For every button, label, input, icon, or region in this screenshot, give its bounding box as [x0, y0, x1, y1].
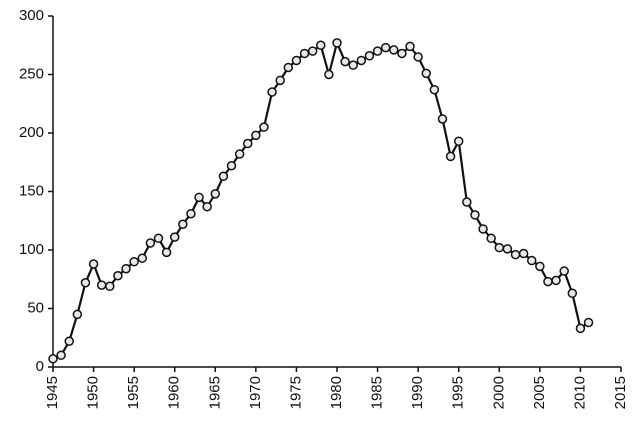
marker	[453, 136, 464, 146]
marker	[129, 256, 139, 267]
marker	[502, 244, 513, 254]
x-tick-label: 1950	[85, 376, 102, 409]
marker	[202, 201, 212, 212]
marker	[421, 68, 432, 79]
marker	[559, 266, 569, 276]
marker	[80, 278, 91, 288]
marker	[194, 192, 204, 203]
marker	[283, 62, 294, 73]
marker	[437, 114, 448, 124]
marker	[462, 197, 472, 207]
x-tick-label: 1970	[247, 376, 264, 409]
y-tick-label: 300	[19, 7, 44, 24]
marker	[210, 189, 221, 199]
marker	[340, 56, 350, 67]
marker	[478, 224, 488, 234]
marker	[575, 323, 586, 334]
marker	[113, 270, 123, 281]
marker	[307, 46, 318, 56]
x-tick-label: 1980	[328, 376, 345, 409]
marker	[535, 261, 545, 272]
marker	[429, 84, 440, 95]
marker	[324, 69, 334, 80]
marker	[88, 259, 99, 269]
marker	[56, 350, 66, 361]
x-tick-label: 2015	[612, 376, 629, 409]
marker	[405, 41, 415, 52]
x-tick-label: 1945	[44, 376, 61, 409]
marker	[348, 60, 358, 70]
marker	[445, 151, 456, 162]
marker	[567, 288, 578, 299]
marker	[551, 275, 561, 286]
marker	[153, 233, 164, 244]
marker	[169, 232, 180, 242]
marker	[48, 354, 58, 364]
x-tick-label: 2005	[531, 376, 548, 409]
marker	[518, 248, 529, 259]
marker	[259, 122, 269, 132]
marker	[64, 336, 74, 347]
marker	[486, 233, 496, 244]
x-tick-label: 1960	[166, 376, 183, 409]
marker	[242, 138, 253, 149]
marker	[137, 253, 148, 263]
marker	[364, 51, 375, 61]
y-tick-label: 200	[19, 124, 44, 141]
x-tick-label: 2000	[490, 376, 507, 409]
x-tick-label: 1955	[125, 376, 142, 409]
marker	[234, 149, 245, 159]
marker	[121, 263, 131, 274]
marker	[299, 48, 310, 59]
marker	[105, 281, 115, 292]
marker	[389, 45, 399, 55]
x-tick-label: 1965	[206, 376, 223, 409]
marker	[494, 242, 505, 253]
marker	[470, 210, 480, 220]
line	[52, 39, 590, 360]
marker	[372, 46, 383, 56]
x-tick-label: 1985	[369, 376, 386, 409]
y-tick-label: 0	[36, 358, 44, 375]
marker	[178, 219, 188, 230]
y-tick-label: 100	[19, 241, 44, 258]
marker	[267, 87, 277, 97]
marker	[72, 309, 83, 320]
marker	[161, 247, 172, 258]
marker	[96, 280, 107, 290]
marker	[397, 48, 407, 59]
y-tick-label: 250	[19, 65, 44, 82]
x-tick-label: 1975	[287, 376, 304, 409]
x-tick-label: 2010	[571, 376, 588, 409]
x-tick-label: 1995	[450, 376, 467, 409]
marker	[583, 317, 594, 328]
marker	[226, 161, 237, 171]
marker	[526, 255, 537, 266]
x-tick-label: 1990	[409, 376, 426, 409]
marker	[218, 171, 229, 182]
marker	[316, 40, 326, 50]
marker	[510, 249, 521, 260]
marker	[186, 208, 196, 219]
marker	[332, 38, 342, 48]
y-tick-label: 50	[27, 299, 44, 316]
marker	[291, 55, 302, 66]
marker	[145, 238, 156, 248]
marker	[380, 42, 391, 53]
marker	[413, 52, 423, 62]
marker	[251, 130, 261, 141]
marker	[543, 276, 553, 287]
marker	[356, 55, 367, 66]
y-tick-label: 150	[19, 182, 44, 199]
marker	[275, 75, 285, 86]
